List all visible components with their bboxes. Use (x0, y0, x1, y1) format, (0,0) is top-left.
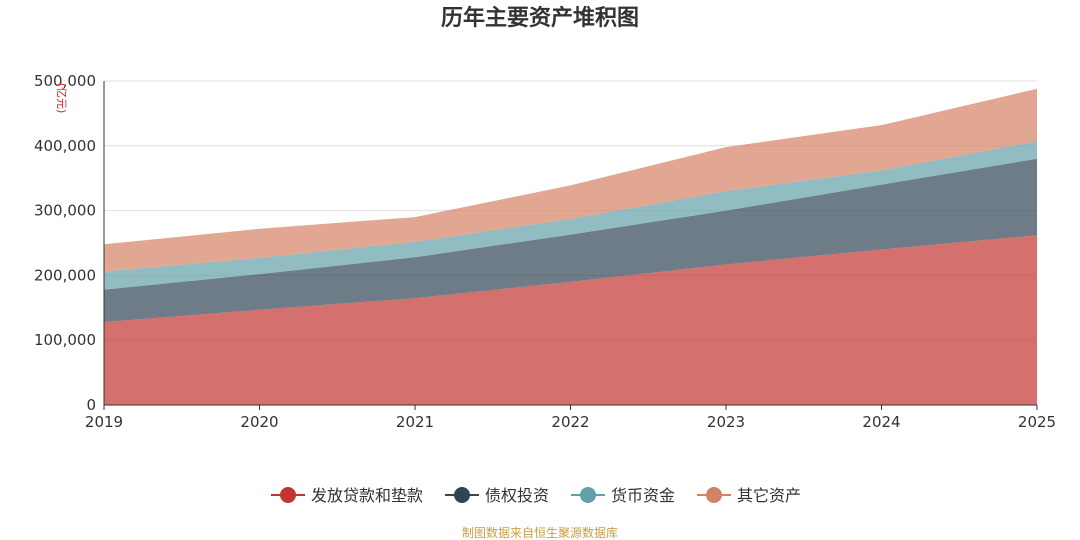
y-tick-label: 200,000 (34, 266, 96, 284)
source-note: 制图数据来自恒生聚源数据库 (462, 525, 618, 540)
y-tick-label: 500,000 (34, 72, 96, 90)
area-series-2 (104, 158, 1037, 323)
legend-item[interactable]: 发放贷款和垫款 (271, 486, 423, 505)
legend-label: 货币资金 (611, 486, 675, 505)
legend-label: 发放贷款和垫款 (311, 486, 423, 505)
y-axis-label: (亿元) (55, 83, 68, 114)
y-tick-label: 100,000 (34, 331, 96, 349)
x-tick-label: 2025 (1018, 413, 1056, 431)
axes: 0 100,000 200,000 300,000 400,000 500,000 2019… (34, 72, 1056, 431)
legend-marker-icon (280, 487, 296, 503)
chart-title: 历年主要资产堆积图 (441, 5, 639, 31)
legend-marker-icon (580, 487, 596, 503)
x-tick-label: 2021 (396, 413, 434, 431)
area-series-1 (104, 235, 1037, 405)
area-series (104, 88, 1037, 405)
legend-item[interactable]: 其它资产 (697, 486, 801, 505)
legend-item[interactable]: 债权投资 (445, 486, 549, 505)
x-tick-label: 2020 (240, 413, 278, 431)
legend-marker-icon (454, 487, 470, 503)
y-tick-label: 300,000 (34, 202, 96, 220)
legend-item[interactable]: 货币资金 (571, 486, 675, 505)
legend-label: 其它资产 (737, 486, 801, 505)
y-tick-label: 400,000 (34, 137, 96, 155)
x-tick-label: 2019 (85, 413, 123, 431)
x-tick-label: 2024 (862, 413, 900, 431)
area-series-4 (104, 88, 1037, 272)
legend: 发放贷款和垫款 债权投资 货币资金 其它资产 (271, 486, 801, 505)
area-series-3 (104, 141, 1037, 290)
y-tick-label: 0 (86, 396, 96, 414)
x-tick-label: 2023 (707, 413, 745, 431)
x-tick-label: 2022 (551, 413, 589, 431)
legend-marker-icon (706, 487, 722, 503)
legend-label: 债权投资 (485, 486, 549, 505)
